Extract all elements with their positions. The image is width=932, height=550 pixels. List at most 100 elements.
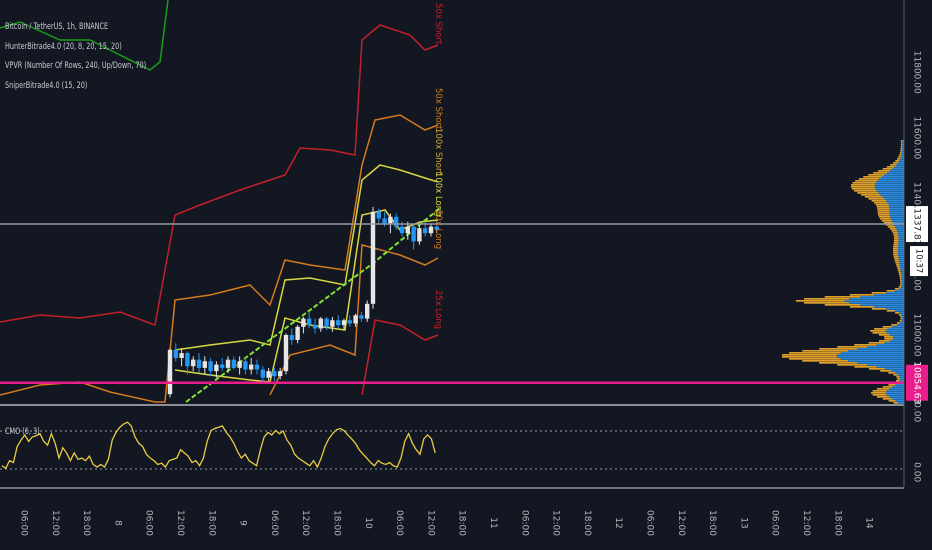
vp-down-bar (854, 344, 877, 346)
time-tick-label: 06:00 (770, 510, 780, 536)
vp-up-bar (888, 204, 904, 206)
candle-body[interactable] (225, 359, 231, 368)
candle-body[interactable] (434, 226, 439, 230)
candle-body[interactable] (266, 371, 271, 378)
vp-down-bar (900, 150, 902, 152)
vp-up-bar (895, 226, 904, 228)
vp-down-bar (894, 258, 899, 260)
vp-up-bar (902, 318, 904, 320)
legend-symbol[interactable]: Bitcoin / TetherUS, 1h, BINANCE (5, 22, 109, 32)
vp-down-bar (899, 274, 902, 276)
trail-step (382, 251, 388, 256)
vp-down-bar (894, 238, 899, 240)
vp-up-bar (898, 254, 904, 256)
candle-body[interactable] (289, 335, 294, 340)
trail-step (255, 346, 261, 352)
candle-body[interactable] (283, 335, 289, 372)
candle-body[interactable] (191, 359, 196, 367)
candle-body[interactable] (301, 318, 306, 327)
vp-up-bar (894, 290, 904, 292)
candle-body[interactable] (318, 318, 323, 329)
candle-body[interactable] (196, 359, 202, 368)
candle-body[interactable] (376, 211, 381, 219)
legend-vpvr[interactable]: VPVR (Number Of Rows, 240, Up/Down, 70) (5, 61, 147, 71)
candle-body[interactable] (249, 364, 254, 370)
vp-up-bar (876, 366, 904, 368)
oscillator-label[interactable]: CMO (6, 3) (5, 427, 40, 437)
time-tick-label: 18:00 (206, 510, 216, 536)
vp-up-bar (900, 156, 904, 158)
candle-body[interactable] (307, 318, 312, 326)
vp-up-bar (874, 294, 904, 296)
candle-body[interactable] (179, 353, 184, 359)
legend-hunter[interactable]: HunterBitrade4.0 (20, 8, 20, 15, 20) (5, 41, 122, 52)
vp-down-bar (868, 174, 885, 176)
vp-down-bar (804, 298, 850, 300)
vp-up-bar (884, 174, 904, 176)
candle-body[interactable] (295, 326, 300, 340)
candle-body[interactable] (394, 216, 399, 227)
candle-body[interactable] (185, 353, 190, 367)
vp-down-bar (877, 208, 890, 210)
candle-body[interactable] (243, 361, 248, 370)
candle-body[interactable] (260, 369, 265, 378)
candle-body[interactable] (208, 361, 213, 372)
candle-body[interactable] (370, 211, 376, 304)
vp-down-bar (880, 370, 891, 372)
legend-sniper[interactable]: SniperBitrade4.0 (15, 20) (5, 80, 88, 91)
time-tick-label: 12:00 (175, 510, 185, 536)
candle-body[interactable] (237, 361, 242, 368)
candle-body[interactable] (353, 315, 358, 324)
vp-down-bar (893, 234, 899, 236)
candle-body[interactable] (365, 303, 370, 319)
vp-down-bar (881, 220, 892, 222)
vp-down-bar (893, 240, 899, 242)
trail-step (347, 277, 353, 283)
candle-body[interactable] (231, 359, 236, 368)
candle-body[interactable] (411, 226, 416, 242)
candle-body[interactable] (388, 216, 393, 224)
candle-body[interactable] (214, 364, 219, 372)
vp-up-bar (890, 218, 904, 220)
vp-up-bar (848, 350, 904, 352)
vp-up-bar (895, 372, 904, 374)
vp-down-bar (899, 320, 902, 322)
vp-up-bar (892, 398, 904, 400)
band-label-2: 100x Short (433, 128, 443, 175)
candle-body[interactable] (341, 320, 347, 326)
vp-up-bar (898, 258, 904, 260)
vp-down-bar (872, 332, 887, 334)
candle-body[interactable] (423, 228, 428, 234)
candle-body[interactable] (254, 364, 260, 370)
candle-body[interactable] (359, 315, 364, 319)
candle-body[interactable] (382, 218, 387, 224)
time-tick-label: 12:00 (551, 510, 561, 536)
candle-body[interactable] (428, 226, 434, 234)
candle-body[interactable] (405, 226, 410, 234)
candle-body[interactable] (202, 361, 207, 368)
vp-up-bar (901, 282, 904, 284)
band-label-3: 100x Long (433, 172, 443, 217)
vp-up-bar (874, 306, 904, 308)
vp-up-bar (877, 180, 904, 182)
candle-body[interactable] (312, 325, 318, 329)
candle-body[interactable] (330, 320, 335, 327)
vp-up-bar (900, 378, 904, 380)
vp-down-bar (781, 356, 837, 358)
candle-body[interactable] (336, 320, 341, 326)
candle-body[interactable] (272, 371, 277, 377)
vp-up-bar (886, 200, 904, 202)
candle-body[interactable] (399, 226, 405, 234)
candle-body[interactable] (324, 318, 329, 327)
price-tick-label: 11800.00 (912, 51, 922, 94)
candle-body[interactable] (220, 364, 225, 368)
candle-body[interactable] (347, 320, 352, 324)
candle-body[interactable] (278, 371, 283, 377)
vp-up-bar (844, 300, 904, 302)
time-tick-label: 18:00 (582, 510, 592, 536)
candle-body[interactable] (173, 349, 178, 359)
candle-body[interactable] (167, 349, 173, 395)
candle-body[interactable] (417, 228, 422, 242)
